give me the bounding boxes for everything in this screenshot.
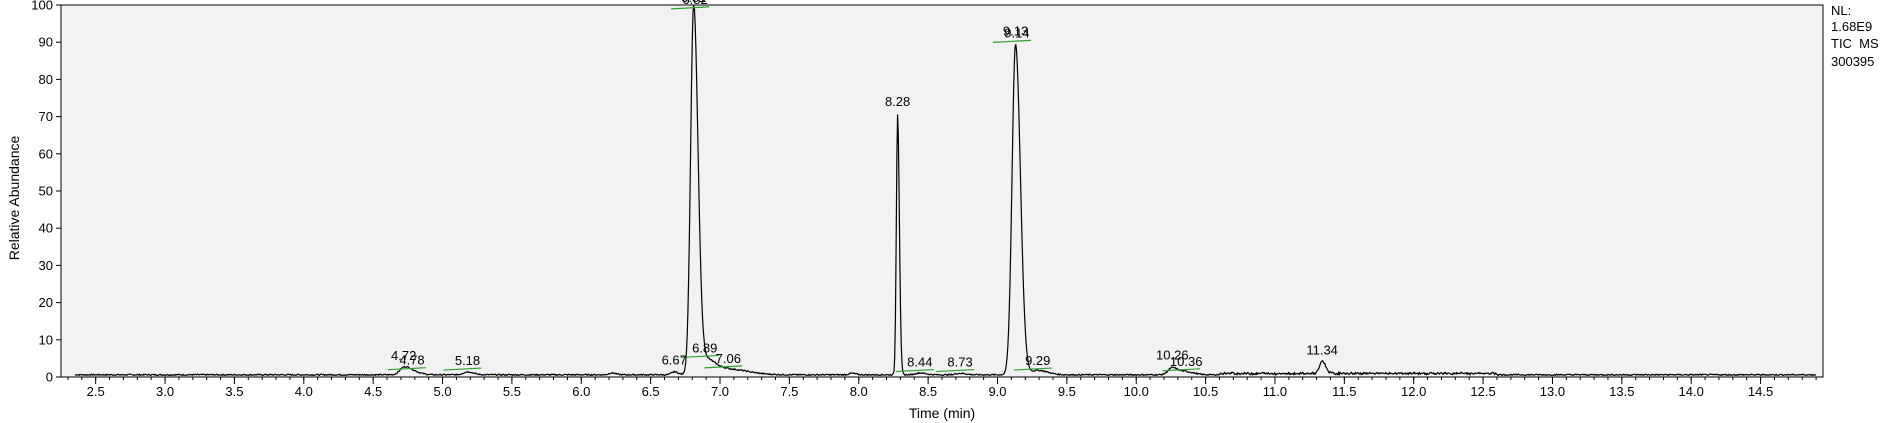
peak-label: 6.82 [682,0,707,7]
peak-label: 10.26 [1156,347,1189,362]
x-tick-label: 10.0 [1124,384,1149,399]
peak-label: 6.89 [692,340,717,355]
x-axis-ticks: 2.5 3.0 3.5 4.0 4.5 5.0 5.5 6.0 6.5 7.0 7.5 8.0 8.5 9… [67,377,1817,399]
y-tick-label: 90 [39,35,53,50]
peak-label: 9.13 [1003,23,1028,38]
peak-integration-marker [387,367,427,371]
x-tick-label: 13.5 [1609,384,1634,399]
y-tick-label: 30 [39,258,53,273]
tic-trace-line [74,5,1817,377]
x-tick-label: 9.0 [988,384,1006,399]
x-tick-label: 14.0 [1679,384,1704,399]
x-tick-label: 8.5 [919,384,937,399]
peak-label: 9.29 [1025,353,1050,368]
peak-label: 4.78 [399,353,424,368]
peak-label: 10.36 [1170,354,1203,369]
peak-label: 8.44 [907,355,932,370]
info-line-nl-value: 1.68E9 [1831,19,1872,34]
x-tick-label: 14.5 [1748,384,1773,399]
peak-integration-marker [443,367,482,371]
peak-integration-marker [680,354,719,359]
x-tick-label: 5.5 [503,384,521,399]
x-tick-label: 12.0 [1401,384,1426,399]
peak-label-layer: 4.724.78 5.18 6.67 6.816.82 6.897.06 8.28 8.44… [391,0,1338,370]
x-axis-title: Time (min) [909,405,975,421]
info-box: NL: 1.68E9 TIC MS 300395 [1831,3,1879,69]
x-tick-label: 4.5 [364,384,382,399]
peak-integration-marker [1162,368,1201,372]
peak-label: 9.14 [1004,25,1029,40]
y-axis-title: Relative Abundance [6,136,22,261]
x-tick-label: 13.0 [1540,384,1565,399]
y-axis-ticks: 0 10 20 30 40 50 60 70 80 90 100 [31,0,61,385]
x-tick-label: 11.0 [1263,384,1287,399]
x-tick-label: 9.5 [1058,384,1076,399]
y-tick-label: 60 [39,146,53,161]
peak-integration-marker [704,365,743,369]
tic-trace-layer [74,5,1817,377]
plot-area [60,4,1824,378]
y-tick-label: 50 [39,184,53,199]
x-tick-label: 11.5 [1332,384,1356,399]
x-tick-label: 6.5 [642,384,660,399]
peak-integration-marker [895,368,934,373]
x-tick-label: 2.5 [87,384,105,399]
x-tick-label: 8.0 [850,384,868,399]
peak-integration-marker [671,6,710,10]
peak-label: 5.18 [455,353,480,368]
peak-integration-marker [936,368,975,373]
y-tick-label: 10 [39,332,53,347]
y-tick-label: 100 [31,0,53,13]
peak-integration-marker [992,39,1031,43]
x-tick-label: 12.5 [1470,384,1495,399]
peak-label: 8.28 [885,94,910,109]
y-tick-label: 0 [46,370,53,385]
peak-integration-marker [1013,367,1052,371]
x-tick-label: 10.5 [1193,384,1218,399]
x-tick-label: 6.0 [572,384,590,399]
peak-marker-layer [387,6,1201,373]
peak-label: 6.81 [681,0,706,5]
y-tick-label: 40 [39,221,53,236]
y-tick-label: 80 [39,72,53,87]
x-tick-label: 3.5 [225,384,243,399]
y-tick-label: 20 [39,295,53,310]
peak-label: 6.67 [662,353,687,368]
peak-label: 4.72 [391,348,416,363]
x-tick-label: 7.0 [711,384,729,399]
x-tick-label: 4.0 [295,384,313,399]
info-line-nl: NL: [1831,3,1851,18]
peak-label: 7.06 [716,351,741,366]
peak-label: 8.73 [947,355,972,370]
y-tick-label: 70 [39,109,53,124]
x-tick-label: 5.0 [433,384,451,399]
peak-label: 11.34 [1306,342,1338,357]
info-line-file-id: 300395 [1831,54,1874,69]
info-line-scan-filter: TIC MS [1831,36,1879,51]
x-tick-label: 7.5 [780,384,798,399]
x-tick-label: 3.0 [156,384,174,399]
